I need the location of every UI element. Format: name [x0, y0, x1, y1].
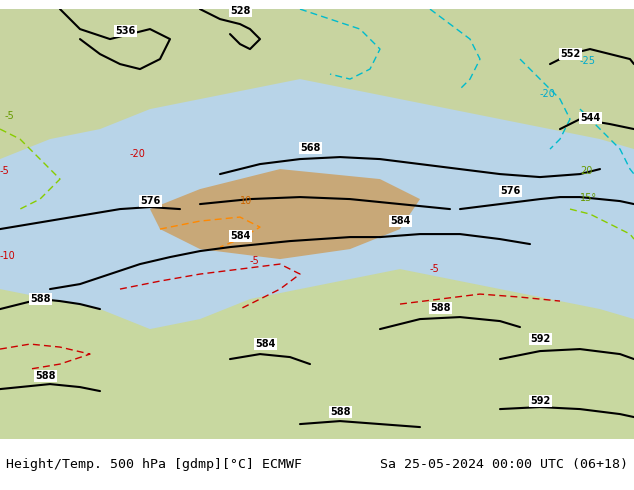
Text: -5: -5: [0, 166, 10, 176]
Text: 584: 584: [255, 339, 275, 349]
Text: 568: 568: [300, 143, 320, 153]
Text: 10: 10: [240, 196, 252, 206]
Text: 528: 528: [230, 6, 250, 16]
Polygon shape: [150, 169, 420, 259]
Text: 584: 584: [230, 231, 250, 241]
Text: 576: 576: [500, 186, 521, 196]
Text: 544: 544: [580, 113, 600, 123]
Polygon shape: [0, 9, 634, 159]
Text: 588: 588: [430, 303, 451, 313]
Text: 588: 588: [35, 371, 56, 381]
Text: Height/Temp. 500 hPa [gdmp][°C] ECMWF: Height/Temp. 500 hPa [gdmp][°C] ECMWF: [6, 458, 302, 471]
Text: -10: -10: [0, 251, 16, 261]
Text: 552: 552: [560, 49, 580, 59]
Text: 592: 592: [530, 396, 550, 406]
Text: 584: 584: [390, 216, 410, 226]
Polygon shape: [0, 269, 634, 449]
Text: 20: 20: [580, 166, 592, 176]
Text: -5: -5: [250, 256, 260, 266]
Text: -20: -20: [130, 149, 146, 159]
Text: Sa 25-05-2024 00:00 UTC (06+18): Sa 25-05-2024 00:00 UTC (06+18): [380, 458, 628, 471]
Text: 536: 536: [115, 26, 135, 36]
Text: -25: -25: [580, 56, 596, 66]
Text: 592: 592: [530, 334, 550, 344]
Text: -5: -5: [430, 264, 440, 274]
Text: 15°: 15°: [580, 193, 597, 203]
Text: 588: 588: [30, 294, 51, 304]
Text: -20: -20: [540, 89, 556, 99]
Text: 576: 576: [140, 196, 160, 206]
Bar: [0, 439, 634, 449]
Text: 588: 588: [330, 407, 351, 417]
Polygon shape: [0, 9, 634, 449]
Text: -5: -5: [5, 111, 15, 121]
